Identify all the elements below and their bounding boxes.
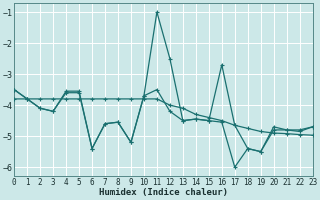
X-axis label: Humidex (Indice chaleur): Humidex (Indice chaleur) [99, 188, 228, 197]
